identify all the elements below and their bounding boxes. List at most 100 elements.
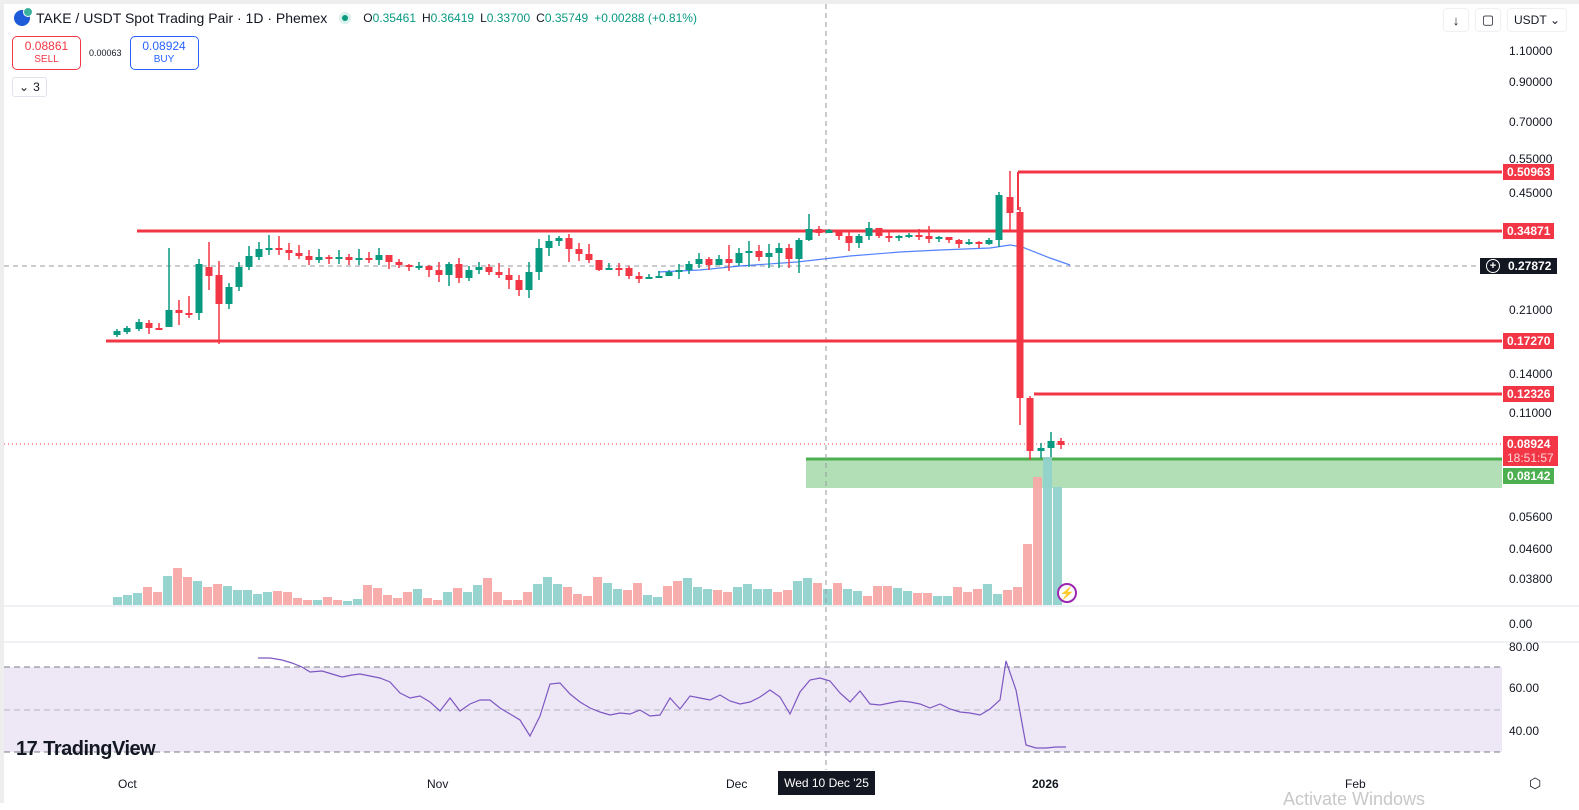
volume-bar: [733, 587, 742, 605]
candle-up: [715, 259, 723, 265]
candle-up: [695, 259, 703, 264]
volume-bar: [663, 586, 672, 605]
ohlc-values: O0.35461 H0.36419 L0.33700 C0.35749 +0.0…: [363, 11, 697, 25]
indicator-count: 3: [33, 80, 40, 94]
currency-select[interactable]: USDT ⌄: [1507, 8, 1567, 32]
candle-up: [235, 267, 243, 287]
candle-up: [465, 270, 473, 278]
candle-down: [485, 267, 493, 272]
candle-up: [315, 257, 323, 260]
buy-button[interactable]: 0.08924 BUY: [129, 36, 199, 70]
candle-down: [835, 230, 843, 236]
chart-legend: TAKE / USDT Spot Trading Pair · 1D · Phe…: [14, 7, 697, 26]
volume-bar: [643, 595, 652, 605]
candle-down: [395, 262, 403, 265]
volume-bar: [153, 592, 162, 605]
volume-bar: [563, 587, 572, 605]
volume-bar: [483, 578, 492, 605]
volume-bar: [1043, 457, 1052, 605]
candle-down: [435, 270, 443, 275]
time-axis-label: Feb: [1345, 777, 1366, 791]
candle-up: [545, 241, 553, 248]
candle-up: [795, 240, 803, 259]
volume-bar: [183, 577, 192, 605]
top-right-toolbar: ↓ ▢ USDT ⌄: [1443, 8, 1567, 32]
price-axis-tick: 0.05600: [1509, 510, 1553, 524]
candle-down: [365, 258, 373, 260]
price-level-tag[interactable]: 0.08142: [1503, 468, 1555, 484]
volume-bar: [1023, 544, 1032, 605]
last-price-tag: 0.08924 18:51:57: [1503, 436, 1558, 466]
bar-countdown: 18:51:57: [1507, 451, 1554, 465]
time-axis-label: Oct: [118, 777, 137, 791]
low-value: 0.33700: [486, 11, 531, 25]
candle-down: [185, 313, 193, 315]
volume-bar: [923, 593, 932, 605]
candle-down: [915, 235, 923, 237]
volume-bar: [283, 592, 292, 605]
candle-down: [885, 236, 893, 238]
download-button[interactable]: ↓: [1443, 8, 1469, 32]
volume-bar: [1053, 487, 1062, 605]
candle-up: [825, 230, 833, 233]
volume-bar: [213, 584, 222, 605]
tradingview-logo: 17 TradingView: [16, 738, 156, 761]
volume-bar: [503, 600, 512, 605]
rsi-axis-tick: 60.00: [1509, 681, 1539, 695]
fullscreen-button[interactable]: ▢: [1475, 8, 1501, 32]
candle-up: [865, 228, 873, 236]
crosshair-price-tag[interactable]: + 0.27872: [1480, 258, 1558, 274]
price-level-tag[interactable]: 0.50963: [1503, 164, 1555, 180]
volume-bar: [813, 583, 822, 605]
candle-up: [985, 240, 993, 244]
symbol-title[interactable]: TAKE / USDT Spot Trading Pair · 1D · Phe…: [36, 10, 328, 26]
volume-bar: [293, 598, 302, 605]
crosshair-date-label: Wed 10 Dec '25: [778, 771, 875, 795]
candle-down: [625, 268, 633, 276]
candle-down: [285, 250, 293, 253]
top-border: [0, 0, 1579, 4]
volume-bar: [743, 584, 752, 605]
price-level-tag[interactable]: 0.34871: [1503, 223, 1555, 239]
candle-up: [245, 256, 253, 267]
rsi-axis-tick: 80.00: [1509, 640, 1539, 654]
volume-bar: [863, 596, 872, 605]
exchange-logo-icon: [14, 7, 33, 26]
volume-bar: [833, 583, 842, 605]
tradingview-mark-icon: 17: [16, 738, 38, 760]
price-level-tag[interactable]: 0.17270: [1503, 333, 1555, 349]
high-value: 0.36419: [430, 11, 475, 25]
price-level-tag[interactable]: 0.12326: [1503, 386, 1555, 402]
volume-bar: [133, 593, 142, 605]
crosshair-price: 0.27872: [1508, 259, 1552, 273]
candle-up: [535, 248, 543, 272]
volume-bar: [343, 601, 352, 605]
sell-button[interactable]: 0.08861 SELL: [12, 36, 81, 70]
volume-bar: [913, 593, 922, 605]
left-border: [0, 0, 4, 803]
volume-bar: [943, 596, 952, 605]
support-zone: [806, 459, 1502, 488]
candle-down: [345, 257, 353, 260]
candle-up: [1047, 441, 1055, 448]
candle-up: [165, 310, 173, 327]
indicators-toggle-button[interactable]: ⌄ 3: [12, 77, 47, 97]
price-axis-tick: 0.03800: [1509, 572, 1553, 586]
candle-up: [225, 287, 233, 304]
volume-bar: [313, 600, 322, 605]
volume-bar: [383, 595, 392, 605]
volume-bar: [403, 592, 412, 605]
volume-axis-tick: 0.00: [1509, 617, 1533, 631]
volume-bar: [553, 584, 562, 605]
lightning-icon[interactable]: ⚡: [1057, 583, 1077, 603]
volume-bar: [633, 583, 642, 605]
chart-settings-icon[interactable]: ⬡: [1529, 775, 1542, 791]
candle-down: [215, 275, 223, 304]
volume-bar: [493, 592, 502, 605]
candle-down: [785, 248, 793, 259]
candle-up: [355, 258, 363, 260]
volume-bar: [233, 590, 242, 605]
volume-bar: [673, 581, 682, 605]
candle-down: [505, 275, 513, 280]
